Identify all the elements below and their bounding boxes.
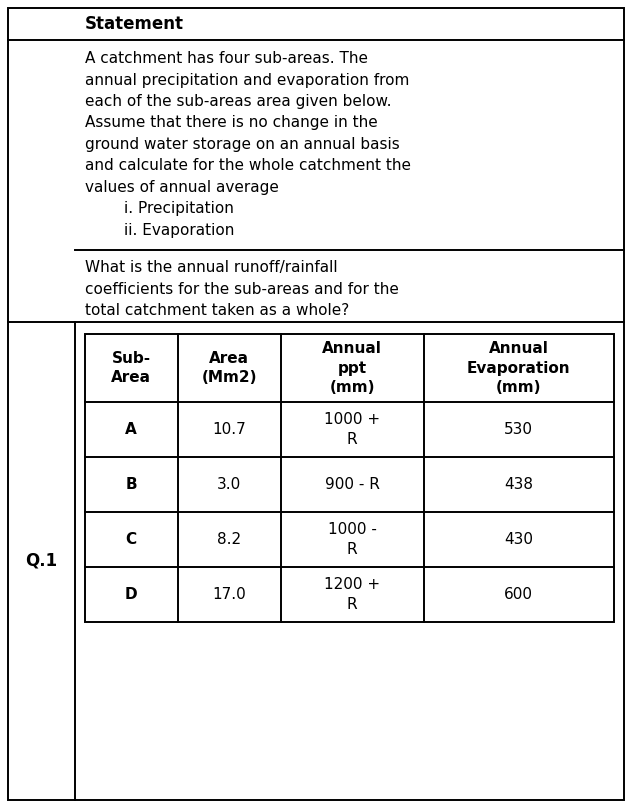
Text: Annual
ppt
(mm): Annual ppt (mm) [322, 341, 382, 395]
Text: 8.2: 8.2 [217, 532, 241, 547]
Text: Q.1: Q.1 [25, 552, 58, 570]
Text: i. Precipitation: i. Precipitation [85, 202, 234, 216]
Text: annual precipitation and evaporation from: annual precipitation and evaporation fro… [85, 73, 410, 87]
Text: and calculate for the whole catchment the: and calculate for the whole catchment th… [85, 158, 411, 174]
Text: ii. Evaporation: ii. Evaporation [85, 223, 234, 238]
Text: 530: 530 [504, 422, 533, 437]
Text: Sub-
Area: Sub- Area [111, 351, 151, 385]
Text: coefficients for the sub-areas and for the: coefficients for the sub-areas and for t… [85, 282, 399, 296]
Text: 3.0: 3.0 [217, 477, 241, 492]
Text: What is the annual runoff/rainfall: What is the annual runoff/rainfall [85, 260, 337, 275]
Text: ground water storage on an annual basis: ground water storage on an annual basis [85, 137, 400, 152]
Text: 17.0: 17.0 [212, 587, 246, 602]
Text: 600: 600 [504, 587, 533, 602]
Text: Annual
Evaporation
(mm): Annual Evaporation (mm) [467, 341, 571, 395]
Text: 1000 -
R: 1000 - R [328, 522, 377, 557]
Text: 1000 +
R: 1000 + R [324, 412, 380, 446]
Text: A: A [125, 422, 137, 437]
Text: Statement: Statement [85, 15, 184, 33]
Text: 1200 +
R: 1200 + R [324, 577, 380, 612]
Text: values of annual average: values of annual average [85, 180, 279, 195]
Text: each of the sub-areas area given below.: each of the sub-areas area given below. [85, 94, 391, 109]
Text: 900 - R: 900 - R [325, 477, 380, 492]
Bar [85, 334, 614, 622]
Text: D: D [125, 587, 138, 602]
Text: total catchment taken as a whole?: total catchment taken as a whole? [85, 303, 349, 318]
Text: A catchment has four sub-areas. The: A catchment has four sub-areas. The [85, 51, 368, 66]
Text: C: C [126, 532, 137, 547]
Text: B: B [126, 477, 137, 492]
Text: 10.7: 10.7 [212, 422, 246, 437]
Text: Assume that there is no change in the: Assume that there is no change in the [85, 115, 378, 131]
Text: 438: 438 [504, 477, 533, 492]
Text: Area
(Mm2): Area (Mm2) [202, 351, 257, 385]
Text: 430: 430 [504, 532, 533, 547]
